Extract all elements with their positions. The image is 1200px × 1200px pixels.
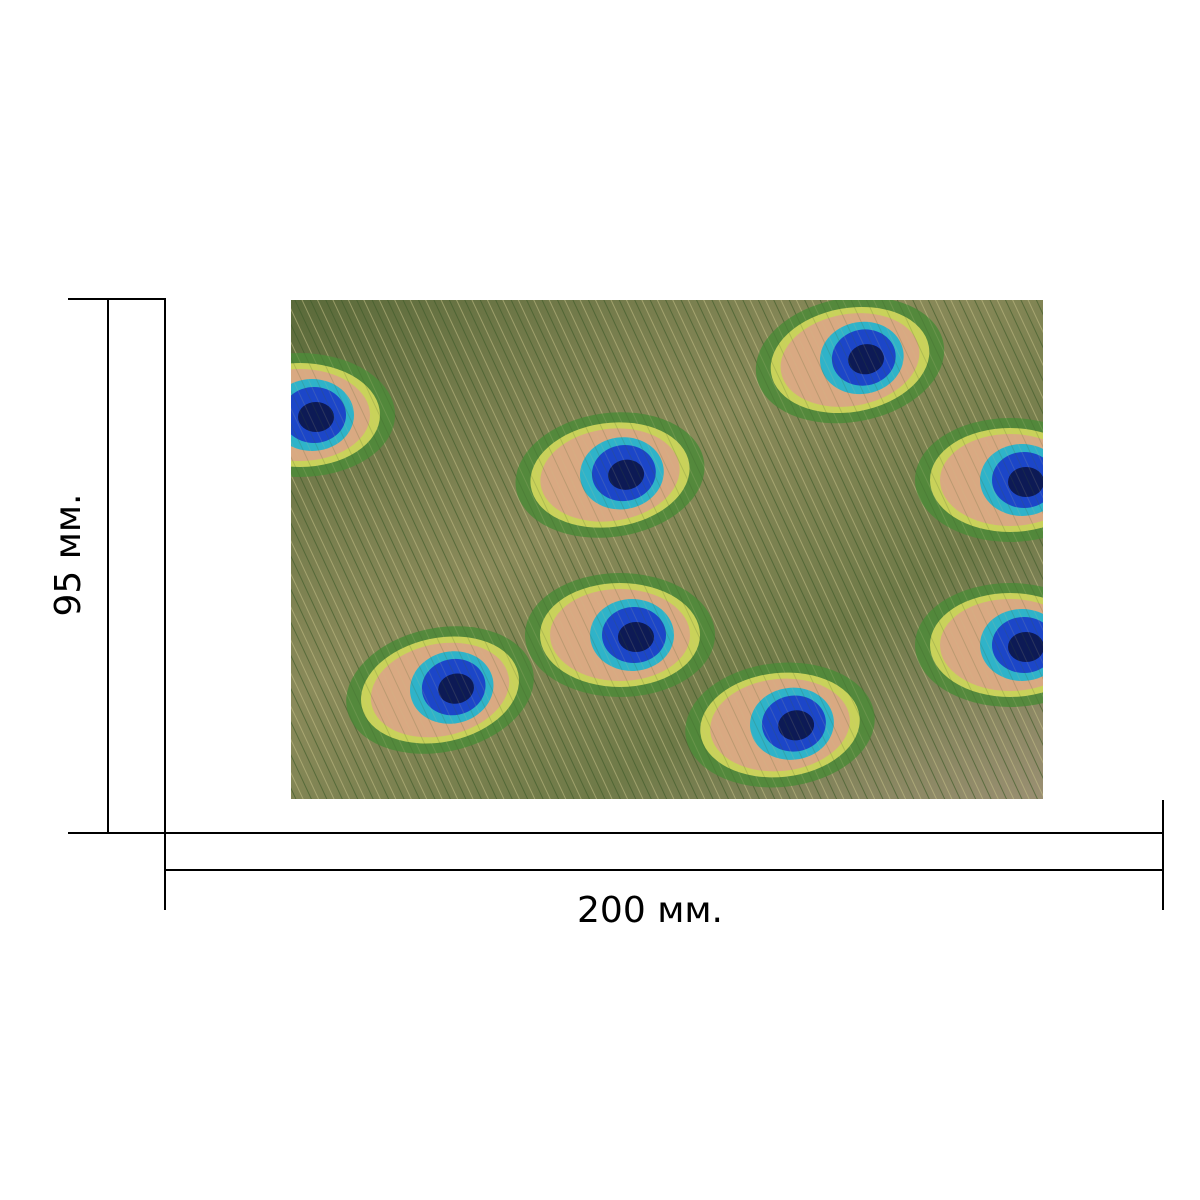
width-label: 200 мм. bbox=[577, 890, 723, 931]
product-photo bbox=[291, 300, 1043, 799]
height-dimension: 95 мм. bbox=[48, 298, 166, 834]
height-label: 95 мм. bbox=[48, 493, 89, 616]
width-dimension: 200 мм. bbox=[164, 800, 1164, 931]
